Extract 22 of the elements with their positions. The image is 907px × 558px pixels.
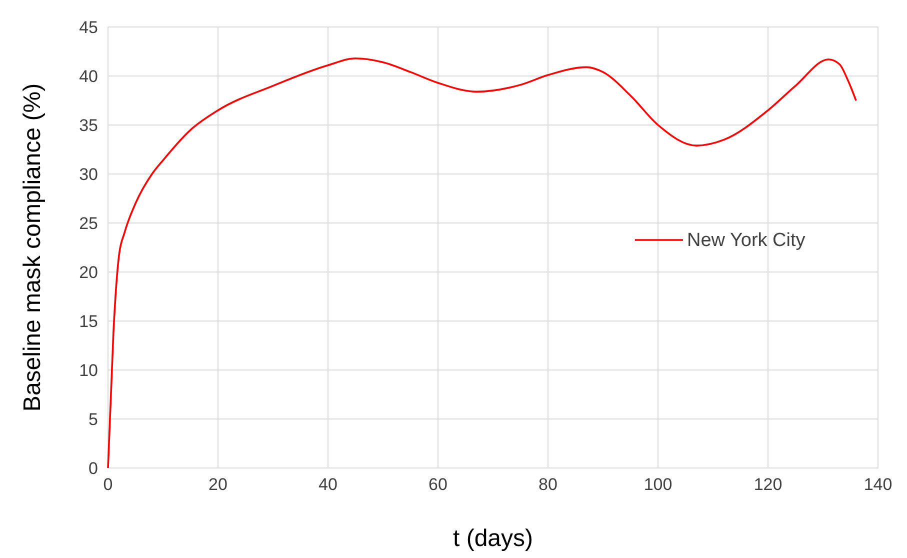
y-tick-label: 10 (79, 361, 98, 380)
y-tick-label: 5 (88, 410, 98, 429)
x-tick-label: 100 (644, 475, 672, 494)
y-tick-label: 15 (79, 312, 98, 331)
line-series (107, 57, 857, 469)
x-tick-label: 80 (538, 475, 558, 494)
y-tick-label: 40 (79, 67, 98, 86)
x-axis-title: t (days) (452, 525, 534, 552)
x-tick-label: 20 (208, 475, 228, 494)
y-tick-label: 30 (79, 165, 98, 184)
x-tick-label: 120 (754, 475, 782, 494)
y-axis-title: Baseline mask compliance (%) (19, 83, 46, 412)
x-tick-label: 0 (103, 475, 113, 494)
y-tick-label: 0 (88, 459, 98, 478)
y-tick-label: 25 (79, 214, 98, 233)
legend-label: New York City (687, 230, 806, 251)
x-tick-label: 60 (428, 475, 448, 494)
x-tick-label: 40 (318, 475, 338, 494)
y-tick-label: 45 (79, 18, 98, 37)
y-tick-label: 35 (79, 116, 98, 135)
y-tick-label: 20 (79, 263, 98, 282)
x-tick-label: 140 (864, 475, 892, 494)
